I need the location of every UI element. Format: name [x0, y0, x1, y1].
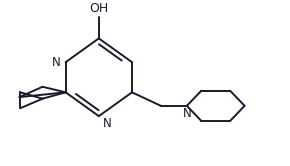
Text: OH: OH [89, 2, 108, 15]
Text: N: N [52, 56, 60, 69]
Text: N: N [103, 117, 112, 130]
Text: N: N [182, 107, 191, 120]
